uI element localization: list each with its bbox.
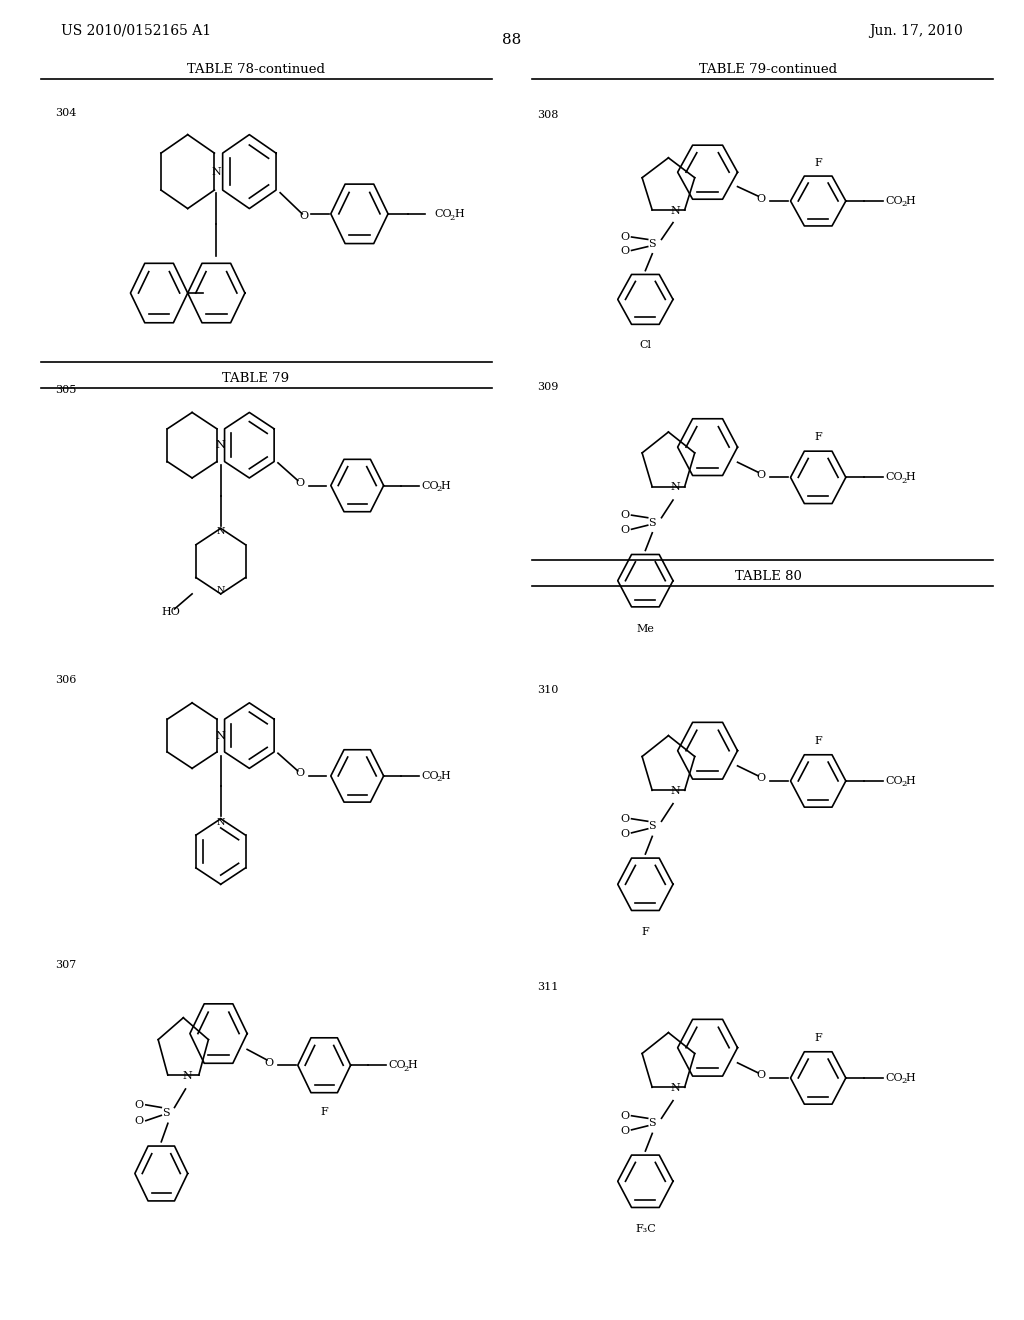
Text: CO: CO — [885, 1073, 902, 1082]
Text: 2: 2 — [901, 1077, 906, 1085]
Text: 2: 2 — [403, 1065, 409, 1073]
Text: 307: 307 — [55, 960, 77, 970]
Text: 310: 310 — [537, 685, 558, 696]
Text: F: F — [814, 735, 822, 746]
Text: O: O — [621, 813, 629, 824]
Text: 305: 305 — [55, 384, 77, 395]
Text: F: F — [814, 1032, 822, 1043]
Text: N: N — [216, 440, 225, 450]
Text: N: N — [211, 166, 221, 177]
Text: 2: 2 — [450, 214, 455, 222]
Text: N: N — [671, 482, 680, 492]
Text: H: H — [906, 1073, 915, 1082]
Text: TABLE 79: TABLE 79 — [222, 372, 290, 385]
Text: H: H — [441, 771, 451, 781]
Text: N: N — [216, 586, 225, 595]
Text: 2: 2 — [436, 484, 441, 494]
Text: O: O — [756, 194, 765, 203]
Text: F: F — [814, 432, 822, 442]
Text: O: O — [300, 211, 309, 222]
Text: 304: 304 — [55, 108, 77, 119]
Text: N: N — [216, 818, 225, 828]
Text: S: S — [162, 1107, 170, 1118]
Text: F₃C: F₃C — [635, 1224, 655, 1234]
Text: H: H — [906, 776, 915, 785]
Text: O: O — [621, 1126, 629, 1137]
Text: O: O — [756, 470, 765, 480]
Text: Cl: Cl — [639, 341, 651, 350]
Text: CO: CO — [885, 473, 902, 482]
Text: O: O — [264, 1057, 273, 1068]
Text: O: O — [621, 829, 629, 840]
Text: TABLE 79-continued: TABLE 79-continued — [699, 63, 837, 77]
Text: 88: 88 — [503, 33, 521, 48]
Text: F: F — [641, 927, 649, 937]
Text: 2: 2 — [436, 775, 441, 784]
Text: H: H — [441, 480, 451, 491]
Text: O: O — [295, 478, 304, 488]
Text: F: F — [814, 157, 822, 168]
Text: CO: CO — [885, 195, 902, 206]
Text: S: S — [648, 821, 656, 832]
Text: O: O — [621, 232, 629, 242]
Text: 2: 2 — [901, 477, 906, 484]
Text: TABLE 80: TABLE 80 — [734, 570, 802, 583]
Text: N: N — [671, 206, 680, 215]
Text: H: H — [906, 195, 915, 206]
Text: HO: HO — [162, 606, 180, 616]
Text: S: S — [648, 239, 656, 249]
Text: O: O — [621, 525, 629, 536]
Text: Me: Me — [637, 623, 654, 634]
Text: N: N — [671, 785, 680, 796]
Text: O: O — [621, 247, 629, 256]
Text: H: H — [408, 1060, 418, 1071]
Text: H: H — [906, 473, 915, 482]
Text: 2: 2 — [901, 201, 906, 209]
Text: CO: CO — [885, 776, 902, 785]
Text: CO: CO — [421, 480, 438, 491]
Text: O: O — [295, 768, 304, 779]
Text: N: N — [216, 730, 225, 741]
Text: 309: 309 — [537, 381, 558, 392]
Text: CO: CO — [421, 771, 438, 781]
Text: US 2010/0152165 A1: US 2010/0152165 A1 — [61, 24, 212, 38]
Text: N: N — [671, 1082, 680, 1093]
Text: N: N — [216, 528, 225, 536]
Text: CO: CO — [434, 209, 452, 219]
Text: Jun. 17, 2010: Jun. 17, 2010 — [868, 24, 963, 38]
Text: S: S — [648, 517, 656, 528]
Text: O: O — [621, 510, 629, 520]
Text: N: N — [183, 1071, 193, 1081]
Text: 308: 308 — [537, 110, 558, 120]
Text: 2: 2 — [901, 780, 906, 788]
Text: O: O — [756, 1071, 765, 1081]
Text: CO: CO — [388, 1060, 406, 1071]
Text: 306: 306 — [55, 675, 77, 685]
Text: O: O — [621, 1110, 629, 1121]
Text: H: H — [454, 209, 464, 219]
Text: O: O — [756, 774, 765, 784]
Text: O: O — [135, 1115, 143, 1126]
Text: TABLE 78-continued: TABLE 78-continued — [187, 63, 325, 77]
Text: F: F — [321, 1106, 328, 1117]
Text: S: S — [648, 1118, 656, 1129]
Text: O: O — [135, 1100, 143, 1110]
Text: 311: 311 — [537, 982, 558, 993]
